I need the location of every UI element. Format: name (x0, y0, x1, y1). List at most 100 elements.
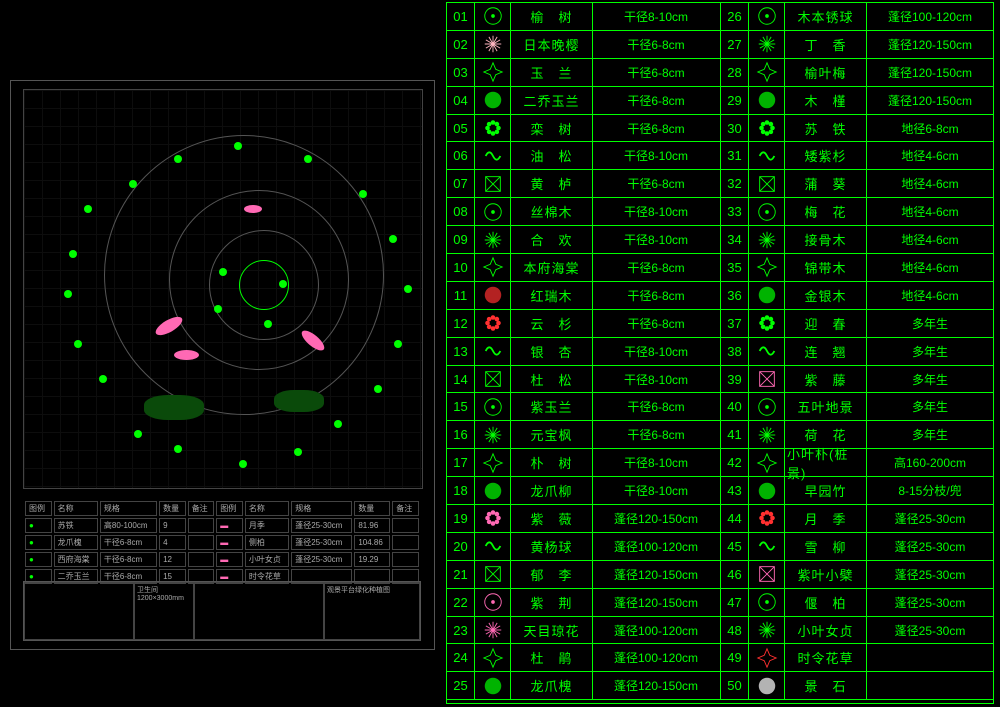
plant-name: 合 欢 (511, 226, 593, 253)
legend-cell: ● (25, 518, 52, 533)
small-legend-table: 图例名称规格数量备注图例名称规格数量备注 ●苏铁高80-100cm9▬月季蓬径2… (23, 499, 421, 586)
plant-number: 18 (447, 477, 475, 504)
plant-spec: 多年生 (867, 310, 993, 337)
plant-row: 15 紫玉兰 干径6-8cm (447, 393, 720, 421)
plant-spec (867, 644, 993, 671)
plant-name: 小叶女贞 (785, 617, 867, 644)
plant-symbol-icon (749, 672, 785, 699)
legend-cell: 龙爪槐 (54, 535, 98, 550)
legend-cell (188, 552, 215, 567)
plant-symbol-icon (749, 142, 785, 169)
plant-name: 矮紫杉 (785, 142, 867, 169)
plant-row: 16 元宝枫 干径6-8cm (447, 421, 720, 449)
plant-name: 银 杏 (511, 338, 593, 365)
plant-row: 14 杜 松 干径8-10cm (447, 366, 720, 394)
plant-spec: 蓬径100-120cm (593, 533, 719, 560)
plant-number: 25 (447, 672, 475, 699)
plant-number: 15 (447, 393, 475, 420)
plant-spec: 干径8-10cm (593, 3, 719, 30)
plant-spec: 干径6-8cm (593, 31, 719, 58)
plant-name: 杜 鹃 (511, 644, 593, 671)
plant-spec: 地径4-6cm (867, 254, 993, 281)
plant-spec: 地径4-6cm (867, 142, 993, 169)
plant-row: 30 苏 铁 地径6-8cm (721, 115, 993, 143)
plant-symbol-icon (475, 672, 511, 699)
plant-symbol-icon (749, 170, 785, 197)
plant-row: 37 迎 春 多年生 (721, 310, 993, 338)
plant-symbol-icon (749, 226, 785, 253)
plant-name: 龙爪槐 (511, 672, 593, 699)
plant-name: 天目琼花 (511, 617, 593, 644)
lawn-area (274, 390, 324, 412)
plant-name: 元宝枫 (511, 421, 593, 448)
plant-row: 32 蒲 葵 地径4-6cm (721, 170, 993, 198)
plant-symbol-icon (475, 170, 511, 197)
legend-header: 规格 (291, 501, 352, 516)
legend-cell: ● (25, 552, 52, 567)
legend-cell: 干径6-8cm (100, 552, 157, 567)
plant-number: 35 (721, 254, 749, 281)
plant-name: 早园竹 (785, 477, 867, 504)
plant-row: 20 黄杨球 蓬径100-120cm (447, 533, 720, 561)
plant-symbol-icon (749, 31, 785, 58)
plant-row: 23 天目琼花 蓬径100-120cm (447, 617, 720, 645)
plant-spec: 地径4-6cm (867, 170, 993, 197)
plant-spec: 地径4-6cm (867, 198, 993, 225)
plant-row: 42 小叶朴(桩景) 高160-200cm (721, 449, 993, 477)
plant-number: 27 (721, 31, 749, 58)
plant-number: 32 (721, 170, 749, 197)
plant-symbol-icon (749, 3, 785, 30)
plant-number: 24 (447, 644, 475, 671)
plant-number: 02 (447, 31, 475, 58)
plant-spec: 地径4-6cm (867, 226, 993, 253)
plant-symbol-icon (749, 282, 785, 309)
plant-symbol-icon (749, 505, 785, 532)
plant-spec: 蓬径120-150cm (867, 87, 993, 114)
plant-name: 苏 铁 (785, 115, 867, 142)
legend-cell (392, 535, 419, 550)
plant-number: 40 (721, 393, 749, 420)
plant-spec: 蓬径120-150cm (593, 505, 719, 532)
plant-row: 48 小叶女贞 蓬径25-30cm (721, 617, 993, 645)
legend-header: 图例 (25, 501, 52, 516)
plant-symbol-icon (749, 449, 785, 476)
plant-spec: 干径8-10cm (593, 142, 719, 169)
plant-spec: 蓬径100-120cm (593, 644, 719, 671)
plant-row: 33 梅 花 地径4-6cm (721, 198, 993, 226)
legend-cell (392, 552, 419, 567)
plant-name: 紫 薇 (511, 505, 593, 532)
plant-row: 38 连 翘 多年生 (721, 338, 993, 366)
plant-symbol-icon (749, 617, 785, 644)
title-cell (194, 582, 324, 640)
plant-spec: 干径8-10cm (593, 338, 719, 365)
plant-number: 09 (447, 226, 475, 253)
legend-cell: 蓬径25-30cm (291, 552, 352, 567)
plant-number: 01 (447, 3, 475, 30)
plant-row: 04 二乔玉兰 干径6-8cm (447, 87, 720, 115)
plant-name: 梅 花 (785, 198, 867, 225)
plant-row: 46 紫叶小檗 蓬径25-30cm (721, 561, 993, 589)
plant-name: 连 翘 (785, 338, 867, 365)
plant-symbol-icon (475, 561, 511, 588)
plant-spec: 干径6-8cm (593, 59, 719, 86)
plant-number: 28 (721, 59, 749, 86)
plant-row: 25 龙爪槐 蓬径120-150cm (447, 672, 720, 700)
plant-name: 景 石 (785, 672, 867, 699)
plant-row: 27 丁 香 蓬径120-150cm (721, 31, 993, 59)
plant-spec: 干径8-10cm (593, 449, 719, 476)
planting-bed (174, 350, 199, 360)
plant-row: 35 锦带木 地径4-6cm (721, 254, 993, 282)
plant-name: 二乔玉兰 (511, 87, 593, 114)
plant-symbol-icon (749, 477, 785, 504)
plant-spec: 8-15分枝/兜 (867, 477, 993, 504)
plant-symbol-icon (475, 589, 511, 616)
plant-name: 蒲 葵 (785, 170, 867, 197)
plant-row: 34 接骨木 地径4-6cm (721, 226, 993, 254)
plant-spec: 干径6-8cm (593, 393, 719, 420)
plant-name: 郁 李 (511, 561, 593, 588)
plant-symbol-icon (475, 142, 511, 169)
title-block: 卫生间1200×3000mm 观景平台绿化种植图 (23, 581, 421, 641)
plant-number: 20 (447, 533, 475, 560)
plant-name: 迎 春 (785, 310, 867, 337)
cad-drawing-panel: 图例名称规格数量备注图例名称规格数量备注 ●苏铁高80-100cm9▬月季蓬径2… (10, 80, 435, 650)
